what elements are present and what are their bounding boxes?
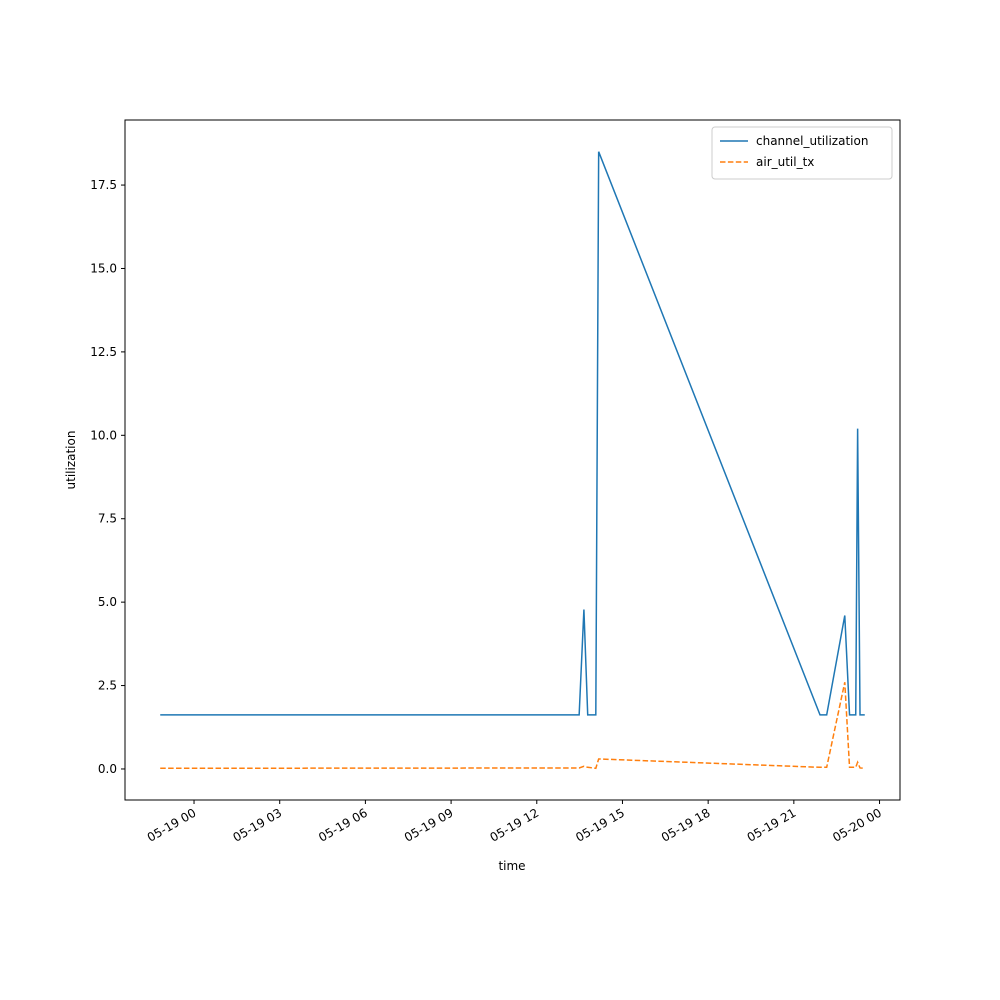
y-tick-label: 17.5 — [90, 178, 117, 192]
x-tick-label: 05-19 15 — [573, 806, 627, 845]
x-tick-label: 05-19 09 — [402, 806, 456, 845]
y-tick-label: 10.0 — [90, 428, 117, 442]
legend-box — [711, 126, 893, 180]
y-tick-label: 12.5 — [90, 345, 117, 359]
series-line — [160, 151, 865, 716]
y-tick-label: 7.5 — [98, 512, 117, 526]
series-line — [160, 682, 865, 770]
x-axis-label: time — [498, 859, 525, 873]
x-tick-label: 05-19 00 — [145, 806, 199, 845]
y-tick-label: 0.0 — [98, 762, 117, 776]
plot-frame — [124, 119, 901, 801]
y-tick-label: 2.5 — [98, 679, 117, 693]
x-tick-label: 05-19 06 — [316, 806, 370, 845]
y-tick-label: 5.0 — [98, 595, 117, 609]
y-tick-label: 15.0 — [90, 261, 117, 275]
x-tick-label: 05-19 12 — [488, 806, 542, 845]
x-tick-label: 05-20 00 — [830, 806, 884, 845]
x-tick-label: 05-19 03 — [230, 806, 284, 845]
legend-label: air_util_tx — [756, 155, 814, 169]
x-tick-label: 05-19 21 — [745, 806, 799, 845]
legend-label: channel_utilization — [756, 134, 868, 148]
x-tick-label: 05-19 18 — [659, 806, 713, 845]
y-axis-label: utilization — [64, 431, 78, 490]
